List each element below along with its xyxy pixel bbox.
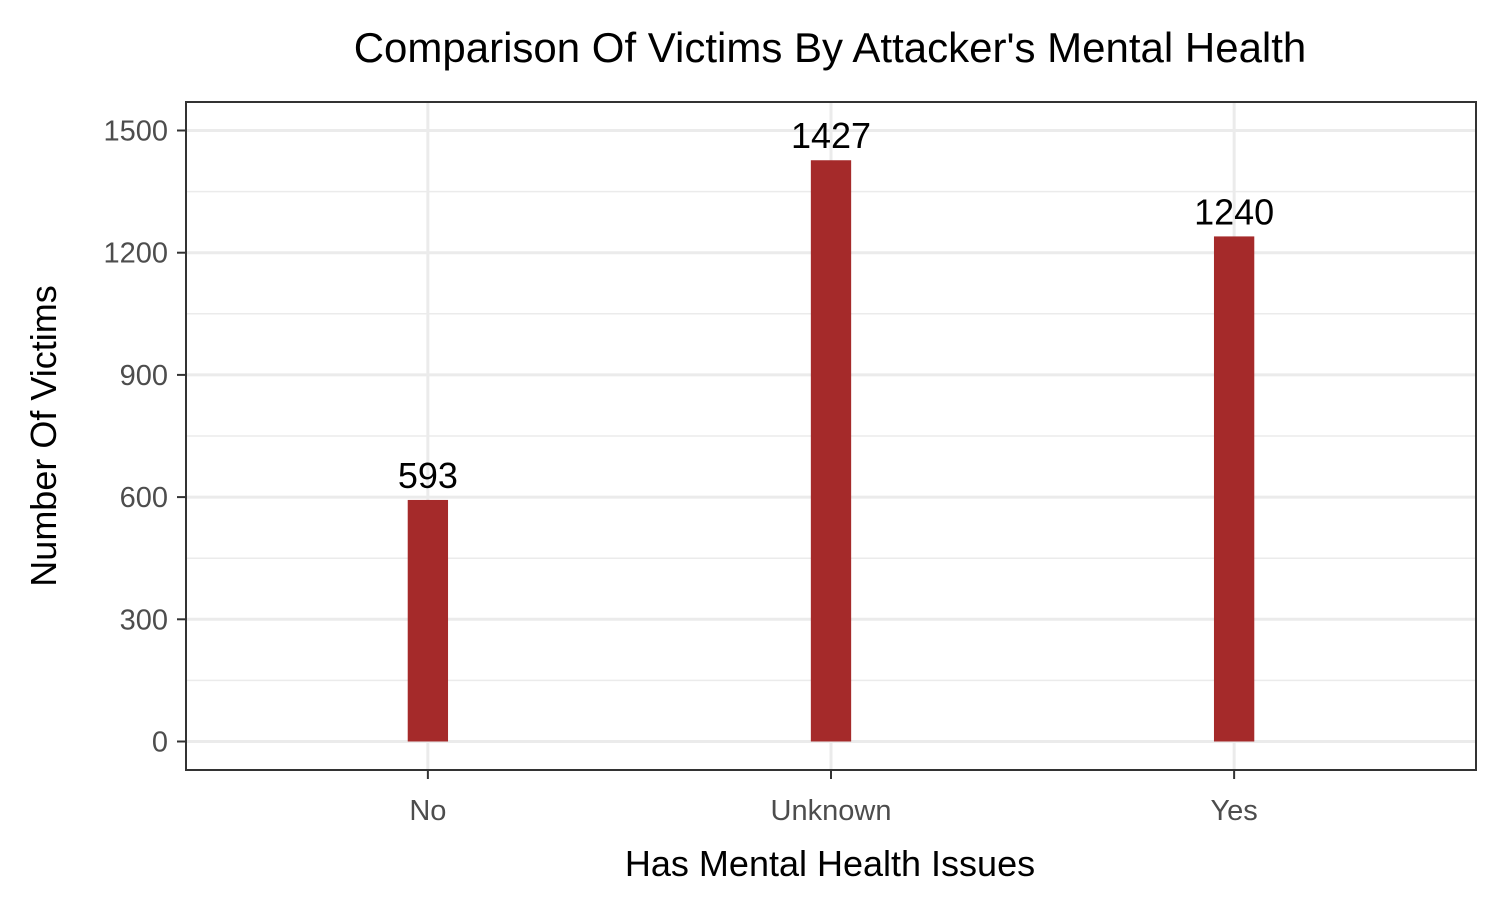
- y-tick-label: 1500: [103, 116, 168, 148]
- y-tick-label: 0: [152, 726, 168, 758]
- y-tick-label: 900: [120, 360, 168, 392]
- y-tick-label: 600: [120, 482, 168, 514]
- x-tick-label-yes: Yes: [1210, 795, 1257, 827]
- x-axis-title: Has Mental Health Issues: [625, 843, 1035, 884]
- bars: [407, 160, 1255, 742]
- bar-unknown: [810, 160, 852, 742]
- y-axis-title: Number Of Victims: [23, 285, 64, 586]
- data-label-yes: 1240: [1194, 191, 1274, 232]
- x-tick-label-unknown: Unknown: [771, 795, 892, 827]
- bar-no: [407, 499, 449, 742]
- data-label-no: 593: [398, 455, 458, 496]
- x-axis-ticks: No Unknown Yes: [409, 770, 1258, 827]
- chart-title: Comparison Of Victims By Attacker's Ment…: [354, 24, 1307, 71]
- data-label-unknown: 1427: [791, 115, 871, 156]
- data-labels: 593 1427 1240: [398, 115, 1274, 496]
- y-axis-ticks: 0 300 600 900 1200 1500: [103, 116, 186, 758]
- bar-yes: [1213, 236, 1255, 742]
- x-tick-label-no: No: [409, 795, 446, 827]
- y-tick-label: 1200: [103, 238, 168, 270]
- y-tick-label: 300: [120, 604, 168, 636]
